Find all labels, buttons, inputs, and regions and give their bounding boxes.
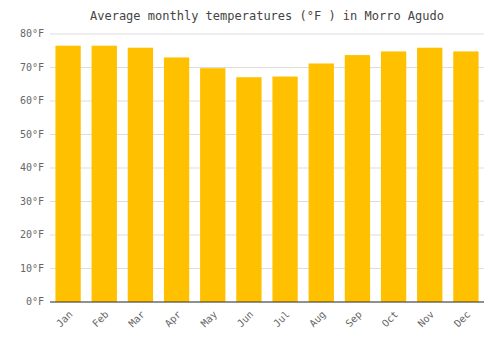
y-tick-label: 30°F bbox=[20, 196, 44, 207]
x-tick-label: Jun bbox=[235, 309, 256, 330]
x-tick-label: Oct bbox=[380, 309, 401, 330]
grid-line bbox=[50, 302, 484, 303]
y-tick-label: 60°F bbox=[20, 95, 44, 106]
bars bbox=[55, 46, 478, 302]
chart-title: Average monthly temperatures (°F ) in Mo… bbox=[90, 9, 444, 23]
y-tick-label: 80°F bbox=[20, 28, 44, 39]
y-tick-label: 20°F bbox=[20, 229, 44, 240]
chart: Average monthly temperatures (°F ) in Mo… bbox=[0, 0, 500, 350]
bar bbox=[92, 46, 117, 302]
bar bbox=[381, 51, 406, 302]
x-tick-label: Mar bbox=[126, 309, 147, 330]
x-tick-label: Nov bbox=[416, 309, 437, 330]
bar bbox=[345, 55, 370, 302]
x-axis-line bbox=[50, 302, 484, 303]
bar bbox=[55, 46, 80, 302]
x-tick-label: Aug bbox=[307, 309, 328, 330]
bar bbox=[417, 48, 442, 302]
grid bbox=[50, 34, 484, 302]
bar bbox=[453, 51, 478, 302]
y-tick-label: 0°F bbox=[26, 296, 44, 307]
y-tick-label: 70°F bbox=[20, 62, 44, 73]
chart-container: Average monthly temperatures (°F ) in Mo… bbox=[0, 0, 500, 350]
x-tick-label: Apr bbox=[163, 309, 184, 330]
x-tick-label: Sep bbox=[343, 309, 364, 330]
x-tick-label: Jul bbox=[271, 309, 292, 330]
y-tick-label: 10°F bbox=[20, 263, 44, 274]
bar bbox=[164, 57, 189, 302]
x-tick-label: Dec bbox=[452, 309, 473, 330]
x-tick-label: May bbox=[199, 309, 220, 330]
x-tick-label: Jan bbox=[54, 309, 75, 330]
grid-line bbox=[50, 34, 484, 35]
y-tick-label: 40°F bbox=[20, 162, 44, 173]
x-tick-label: Feb bbox=[90, 309, 111, 330]
bar bbox=[272, 77, 297, 302]
bar bbox=[309, 63, 334, 302]
y-tick-label: 50°F bbox=[20, 129, 44, 140]
bar bbox=[128, 48, 153, 302]
bar bbox=[200, 68, 225, 302]
bar bbox=[236, 77, 261, 302]
